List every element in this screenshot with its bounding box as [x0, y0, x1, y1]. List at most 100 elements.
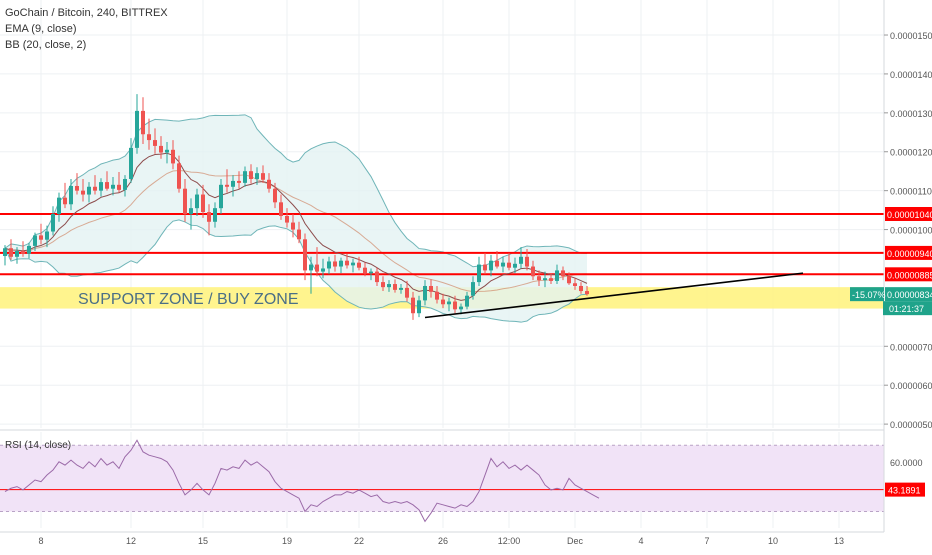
candle — [105, 171, 109, 191]
candle — [543, 271, 547, 288]
ema-line — [4, 152, 588, 301]
candle-body — [129, 147, 133, 179]
candle — [111, 177, 115, 196]
candle — [303, 233, 307, 281]
candle-body — [81, 190, 85, 195]
candle-body — [303, 239, 307, 271]
candle — [93, 175, 97, 195]
candle — [417, 295, 421, 318]
candle — [225, 169, 229, 193]
candle-body — [39, 235, 43, 240]
candle — [579, 282, 583, 294]
level-price-tag — [885, 245, 932, 260]
candle — [123, 175, 127, 197]
candle-body — [69, 185, 73, 205]
candle — [153, 128, 157, 154]
candle — [15, 247, 19, 264]
candle-body — [27, 245, 31, 254]
candle — [141, 97, 145, 144]
candle — [441, 293, 445, 309]
candle — [129, 138, 133, 183]
candle — [561, 266, 565, 281]
rsi-panel[interactable] — [0, 439, 884, 523]
candle — [339, 257, 343, 274]
candle — [171, 140, 175, 170]
candle-body — [501, 262, 505, 267]
candle — [63, 182, 67, 209]
candle-body — [297, 229, 301, 240]
candle — [279, 194, 283, 220]
candle-body — [147, 134, 151, 141]
candle — [219, 178, 223, 214]
time-tick-label: 12 — [126, 536, 136, 546]
rsi-value-tag — [885, 482, 925, 497]
level-price-label: 0.00000940 — [887, 249, 932, 259]
candle — [231, 175, 235, 197]
bb-legend: BB (20, close, 2) — [5, 39, 86, 51]
candle-body — [207, 212, 211, 222]
candle-body — [327, 261, 331, 269]
candle — [75, 173, 79, 195]
candle-body — [471, 282, 475, 296]
countdown-label: 01:21:37 — [889, 304, 924, 314]
candle-body — [93, 186, 97, 191]
time-axis[interactable]: 8 12 15 19 22 26 12:00 Dec 4 7 10 13 — [0, 531, 884, 546]
bb-lower — [4, 219, 588, 323]
candle — [375, 267, 379, 286]
candle — [357, 256, 361, 271]
candle-body — [351, 262, 355, 266]
candle-body — [273, 188, 277, 203]
time-tick-label: 26 — [438, 536, 448, 546]
candle-body — [579, 285, 583, 292]
time-tick-label: 15 — [198, 536, 208, 546]
candle-body — [363, 267, 367, 274]
candle — [249, 164, 253, 184]
candle-body — [369, 271, 373, 274]
candle — [363, 262, 367, 277]
candle — [273, 182, 277, 209]
candle — [435, 285, 439, 304]
candle — [189, 198, 193, 230]
candle — [297, 221, 301, 244]
candle-body — [15, 250, 19, 257]
candle-body — [483, 264, 487, 271]
candle — [369, 268, 373, 281]
candle — [99, 178, 103, 197]
candle — [261, 165, 265, 183]
candle-body — [213, 208, 217, 222]
candle-body — [561, 270, 565, 277]
candle — [159, 136, 163, 159]
candle — [27, 242, 31, 259]
time-tick-label: 10 — [768, 536, 778, 546]
candle — [237, 171, 241, 189]
trendline[interactable] — [424, 272, 804, 319]
rsi-value-label: 43.1891 — [888, 486, 921, 496]
candle-body — [159, 145, 163, 153]
candles — [3, 94, 589, 320]
candle — [549, 273, 553, 285]
chart-title: GoChain / Bitcoin, 240, BITTREX — [5, 7, 168, 19]
candle — [309, 256, 313, 294]
candle-body — [141, 110, 145, 135]
level-price-label: 0.00001040 — [887, 210, 932, 220]
candle-body — [291, 222, 295, 230]
candle-body — [255, 173, 259, 179]
candle-body — [21, 250, 25, 254]
candle-body — [105, 182, 109, 189]
candle — [399, 284, 403, 294]
time-tick-label: 7 — [704, 536, 709, 546]
horizontal-levels[interactable] — [0, 213, 884, 276]
ascending-trendline[interactable] — [424, 272, 804, 319]
time-tick-label: 12:00 — [498, 536, 521, 546]
candle — [81, 178, 85, 202]
candle-body — [399, 287, 403, 290]
candle-body — [489, 260, 493, 271]
candle-body — [333, 261, 337, 267]
